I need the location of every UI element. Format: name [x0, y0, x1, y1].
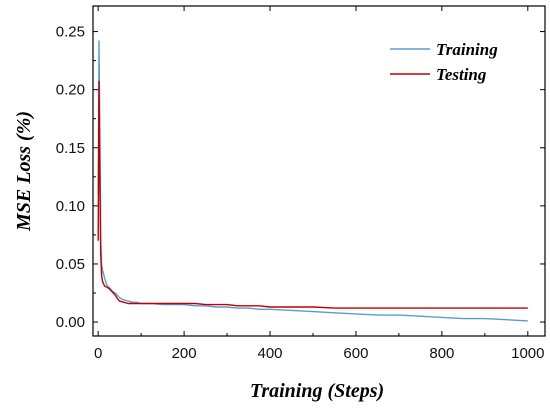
y-tick-label: 0.20	[56, 82, 85, 99]
x-axis-ticks: 0 200 400 600 800 1000	[94, 6, 545, 362]
legend-label-testing: Testing	[436, 65, 487, 84]
y-axis-title: MSE Loss (%)	[13, 111, 35, 232]
legend: Training Testing	[390, 40, 498, 84]
y-tick-label: 0.10	[56, 198, 85, 215]
y-tick-label: 0.00	[56, 314, 85, 331]
series-line-testing	[97, 80, 528, 309]
x-tick-label: 1000	[511, 345, 544, 362]
plot-frame	[92, 5, 546, 337]
x-tick-label: 0	[94, 345, 102, 362]
series-group	[97, 40, 528, 322]
y-tick-label: 0.25	[56, 24, 85, 41]
x-tick-label: 400	[258, 345, 283, 362]
x-tick-label: 800	[429, 345, 454, 362]
x-axis-title: Training (Steps)	[250, 380, 384, 402]
legend-label-training: Training	[436, 40, 498, 59]
y-tick-label: 0.15	[56, 140, 85, 157]
y-axis-ticks: 0.00 0.05 0.10 0.15 0.20 0.25	[56, 24, 545, 331]
y-tick-label: 0.05	[56, 256, 85, 273]
series-line-training	[97, 40, 528, 322]
x-tick-label: 600	[343, 345, 368, 362]
x-tick-label: 200	[172, 345, 197, 362]
